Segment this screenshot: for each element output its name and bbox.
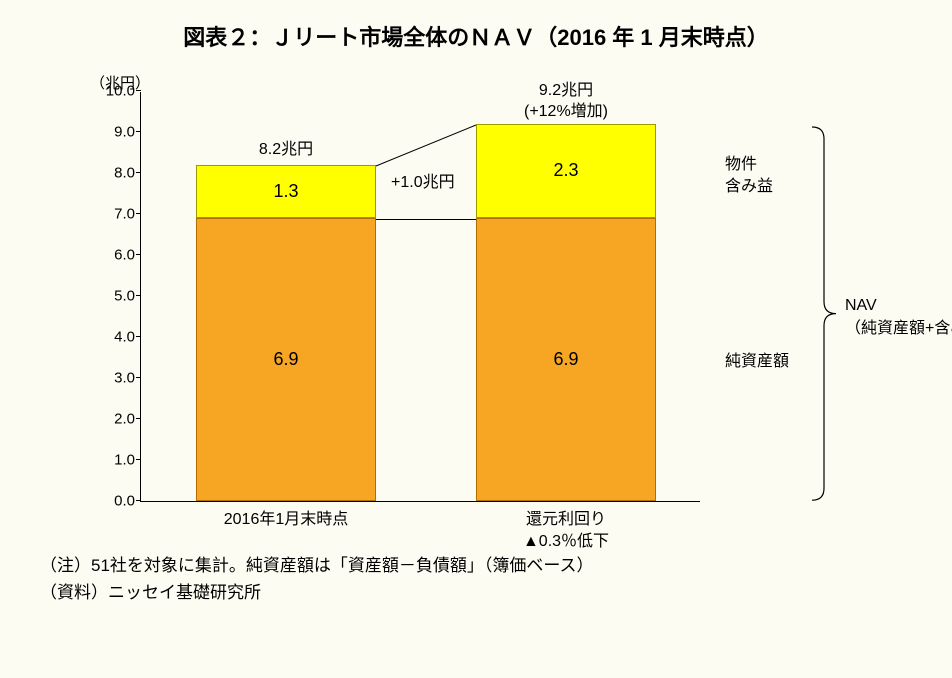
chart-area: （兆円） 0.01.02.03.04.05.06.07.08.09.010.06… xyxy=(70,62,850,542)
x-category-label: 2016年1月末時点 xyxy=(176,501,396,531)
bar-segment-net_assets: 6.9 xyxy=(476,218,656,501)
y-tick-mark xyxy=(136,213,141,214)
legend-unrealized-gain: 物件含み益 xyxy=(725,154,773,199)
y-tick-label: 1.0 xyxy=(114,452,141,469)
y-tick-mark xyxy=(136,377,141,378)
y-tick-mark xyxy=(136,500,141,501)
y-tick-mark xyxy=(136,131,141,132)
y-tick-label: 5.0 xyxy=(114,288,141,305)
y-tick-label: 6.0 xyxy=(114,247,141,264)
y-tick-mark xyxy=(136,459,141,460)
y-tick-label: 9.0 xyxy=(114,124,141,141)
y-tick-label: 7.0 xyxy=(114,206,141,223)
y-tick-mark xyxy=(136,172,141,173)
y-tick-label: 0.0 xyxy=(114,493,141,510)
x-category-label: 還元利回り▲0.3％低下 xyxy=(456,501,676,554)
note-line-2: （資料）ニッセイ基礎研究所 xyxy=(40,579,932,606)
plot-region: 0.01.02.03.04.05.06.07.08.09.010.06.91.3… xyxy=(140,92,700,502)
y-tick-label: 2.0 xyxy=(114,411,141,428)
bar-segment-unrealized: 2.3 xyxy=(476,124,656,218)
bar-total-label: 8.2兆円 xyxy=(186,140,386,161)
chart-notes: （注）51社を対象に集計。純資産額は「資産額－負債額」（簿価ベース） （資料）ニ… xyxy=(40,552,932,606)
note-line-1: （注）51社を対象に集計。純資産額は「資産額－負債額」（簿価ベース） xyxy=(40,552,932,579)
y-tick-mark xyxy=(136,336,141,337)
delta-label: +1.0兆円 xyxy=(391,168,455,192)
bar-segment-unrealized: 1.3 xyxy=(196,165,376,218)
y-tick-label: 10.0 xyxy=(106,83,141,100)
brace-icon xyxy=(810,125,840,502)
chart-title: 図表２：Ｊリート市場全体のＮＡＶ（2016 年 1 月末時点） xyxy=(20,20,932,52)
nav-brace-label: NAV（純資産額+含み益） xyxy=(845,295,952,340)
y-tick-label: 4.0 xyxy=(114,329,141,346)
bar-segment-net_assets: 6.9 xyxy=(196,218,376,501)
y-tick-mark xyxy=(136,295,141,296)
legend-net-assets: 純資産額 xyxy=(725,351,789,373)
y-tick-label: 8.0 xyxy=(114,165,141,182)
y-tick-mark xyxy=(136,90,141,91)
connector-line xyxy=(376,219,476,220)
connector-diagonal xyxy=(376,125,476,168)
bar-total-label: 9.2兆円(+12%増加) xyxy=(466,81,666,123)
y-tick-mark xyxy=(136,418,141,419)
y-tick-label: 3.0 xyxy=(114,370,141,387)
y-tick-mark xyxy=(136,254,141,255)
